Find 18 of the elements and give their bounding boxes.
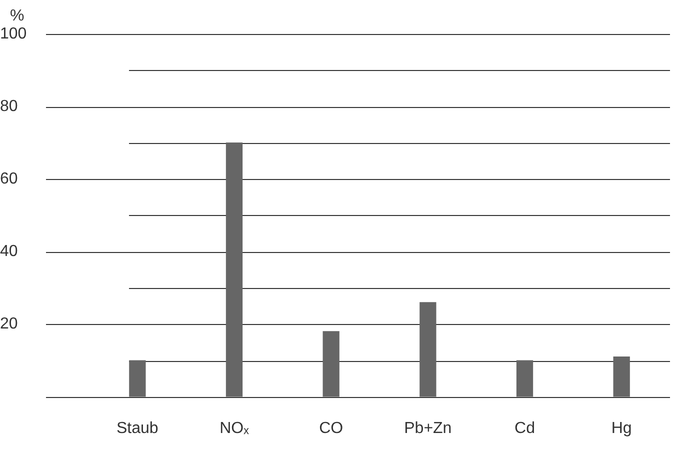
x-tick-label: Pb+Zn <box>404 420 452 437</box>
x-tick-label: NOₓ <box>220 420 250 437</box>
x-tick-label: CO <box>319 420 344 437</box>
y-tick-label: 80 <box>0 98 18 115</box>
bar <box>420 302 436 397</box>
bar <box>226 142 243 397</box>
x-tick-label: Hg <box>611 420 632 437</box>
x-tick-label: Cd <box>514 420 535 437</box>
bar <box>322 331 340 397</box>
bar <box>613 356 630 397</box>
y-tick-label: 20 <box>0 316 18 333</box>
y-tick-label: 60 <box>0 170 18 188</box>
bar <box>516 360 534 397</box>
x-tick-label: Staub <box>116 420 158 437</box>
bar <box>129 360 146 397</box>
y-tick-label: 100 <box>0 25 27 42</box>
y-axis-title: % <box>10 7 24 24</box>
y-tick-label: 40 <box>0 243 18 260</box>
